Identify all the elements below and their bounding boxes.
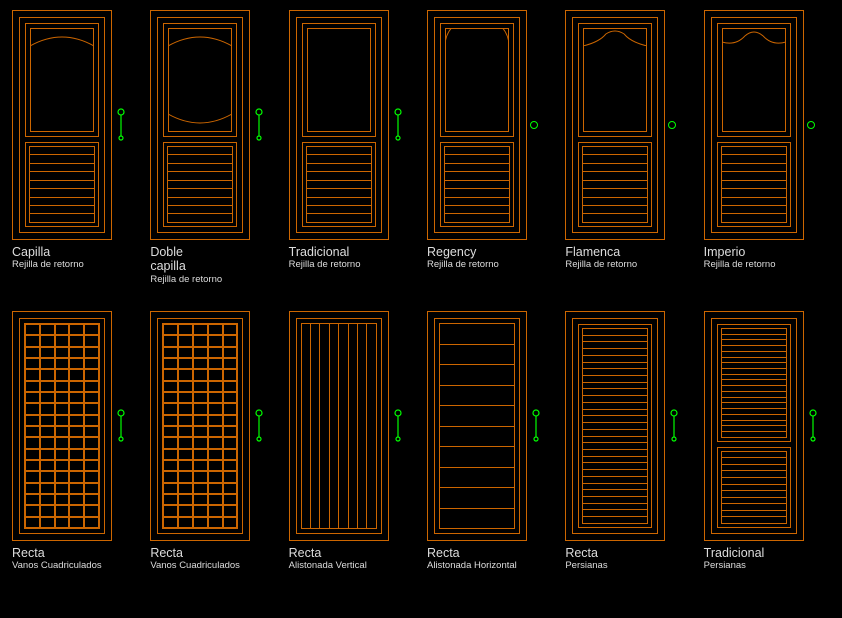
door-regency bbox=[427, 10, 527, 240]
door-cell-recta-ah: Recta Alistonada Horizontal bbox=[421, 311, 559, 612]
door-capilla bbox=[12, 10, 112, 240]
door-subtitle: Rejilla de retorno bbox=[289, 259, 361, 270]
panel-grille bbox=[163, 142, 237, 227]
door-tradicional-p bbox=[704, 311, 804, 541]
door-subtitle: Vanos Cuadriculados bbox=[150, 560, 240, 571]
door-subtitle: Alistonada Vertical bbox=[289, 560, 367, 571]
door-title: Imperio bbox=[704, 245, 746, 259]
panel-top bbox=[25, 23, 99, 137]
door-subtitle: Alistonada Horizontal bbox=[427, 560, 517, 571]
door-title: Tradicional bbox=[704, 546, 765, 560]
lever-handle-icon bbox=[807, 409, 819, 443]
door-title: Recta bbox=[427, 546, 460, 560]
lever-handle-icon bbox=[392, 108, 404, 142]
door-title: Tradicional bbox=[289, 245, 350, 259]
door-recta-vc1 bbox=[12, 311, 112, 541]
door-title: Recta bbox=[565, 546, 598, 560]
door-recta-ah bbox=[427, 311, 527, 541]
door-cell-recta-vc2: Recta Vanos Cuadriculados bbox=[144, 311, 282, 612]
door-title: Capilla bbox=[12, 245, 50, 259]
door-cell-tradicional-r: Tradicional Rejilla de retorno bbox=[283, 10, 421, 311]
lever-handle-icon bbox=[253, 108, 265, 142]
panel-grille bbox=[440, 142, 514, 227]
door-recta-vc2 bbox=[150, 311, 250, 541]
doors-grid: Capilla Rejilla de retorno Doble capilla… bbox=[0, 0, 842, 618]
door-subtitle: Persianas bbox=[704, 560, 746, 571]
lever-handle-icon bbox=[115, 108, 127, 142]
door-cell-imperio: Imperio Rejilla de retorno bbox=[698, 10, 836, 311]
door-flamenca bbox=[565, 10, 665, 240]
door-imperio bbox=[704, 10, 804, 240]
door-subtitle: Rejilla de retorno bbox=[427, 259, 499, 270]
door-subtitle: Rejilla de retorno bbox=[12, 259, 84, 270]
panel-grille bbox=[578, 142, 652, 227]
door-tradicional-r bbox=[289, 10, 389, 240]
panel-grille bbox=[302, 142, 376, 227]
door-title: Flamenca bbox=[565, 245, 620, 259]
door-subtitle: Rejilla de retorno bbox=[565, 259, 637, 270]
door-cell-doble-capilla: Doble capilla Rejilla de retorno bbox=[144, 10, 282, 311]
panel-top bbox=[578, 23, 652, 137]
panel-grille bbox=[717, 142, 791, 227]
lever-handle-icon bbox=[530, 409, 542, 443]
panel-grille bbox=[25, 142, 99, 227]
panel-top bbox=[717, 23, 791, 137]
lever-handle-icon bbox=[392, 409, 404, 443]
lever-handle-icon bbox=[115, 409, 127, 443]
door-title: Doble capilla bbox=[150, 245, 185, 274]
lever-handle-icon bbox=[668, 409, 680, 443]
door-cell-recta-p: Recta Persianas bbox=[559, 311, 697, 612]
door-title: Recta bbox=[150, 546, 183, 560]
door-subtitle: Vanos Cuadriculados bbox=[12, 560, 102, 571]
knob-icon bbox=[530, 121, 538, 129]
knob-icon bbox=[668, 121, 676, 129]
knob-icon bbox=[807, 121, 815, 129]
door-subtitle: Persianas bbox=[565, 560, 607, 571]
door-cell-capilla: Capilla Rejilla de retorno bbox=[6, 10, 144, 311]
door-title: Recta bbox=[12, 546, 45, 560]
door-title: Recta bbox=[289, 546, 322, 560]
door-cell-flamenca: Flamenca Rejilla de retorno bbox=[559, 10, 697, 311]
lever-handle-icon bbox=[253, 409, 265, 443]
door-cell-regency: Regency Rejilla de retorno bbox=[421, 10, 559, 311]
panel-top bbox=[302, 23, 376, 137]
door-cell-recta-av: Recta Alistonada Vertical bbox=[283, 311, 421, 612]
door-subtitle: Rejilla de retorno bbox=[704, 259, 776, 270]
panel-top bbox=[163, 23, 237, 137]
door-title: Regency bbox=[427, 245, 476, 259]
door-recta-av bbox=[289, 311, 389, 541]
door-doble-capilla bbox=[150, 10, 250, 240]
door-cell-tradicional-p: Tradicional Persianas bbox=[698, 311, 836, 612]
door-cell-recta-vc1: Recta Vanos Cuadriculados bbox=[6, 311, 144, 612]
door-subtitle: Rejilla de retorno bbox=[150, 274, 222, 285]
door-recta-p bbox=[565, 311, 665, 541]
panel-top bbox=[440, 23, 514, 137]
